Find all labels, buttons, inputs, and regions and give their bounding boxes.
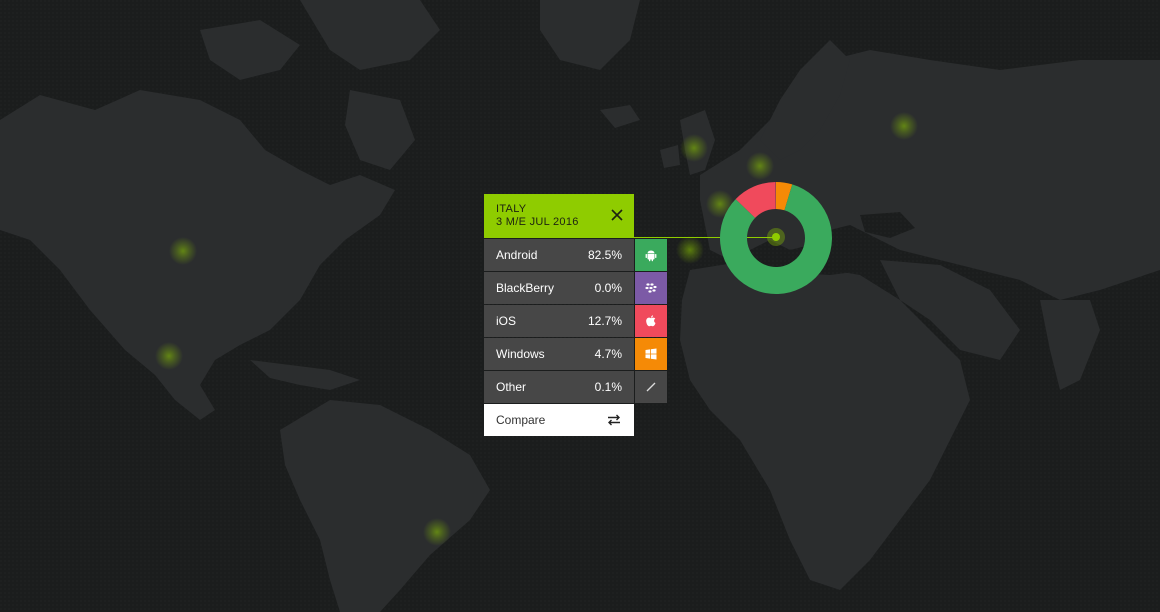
donut-slice-windows [776,182,793,211]
platform-list: Android 82.5% BlackBerry 0.0% [484,239,667,403]
hotspot-spain[interactable] [676,236,704,264]
donut-slice-android [720,184,832,294]
hotspot-germany[interactable] [746,152,774,180]
platform-swatch-blackberry [635,272,667,304]
location-marker [772,233,780,241]
arctic-islands [200,20,300,80]
platform-share: 0.0% [594,281,622,295]
platform-row-ios[interactable]: iOS 12.7% [484,305,667,337]
middle-east [880,260,1020,360]
swap-arrows-icon [608,414,620,426]
platform-row-blackberry[interactable]: BlackBerry 0.0% [484,272,667,304]
callout-connector-line [634,237,776,238]
platform-share: 82.5% [587,248,622,262]
android-icon [645,250,657,262]
scandinavia [760,40,850,160]
country-name: ITALY [496,203,527,215]
platform-name: Android [496,248,538,262]
platform-share: 12.7% [587,314,622,328]
hotspot-usa[interactable] [169,237,197,265]
platform-share: 0.1% [594,380,622,394]
south-america [280,400,490,612]
platform-name: Windows [496,347,545,361]
windows-icon [645,348,657,360]
platform-name: iOS [496,314,517,328]
platform-swatch-windows [635,338,667,370]
compare-label: Compare [496,413,546,427]
slash-icon [646,382,656,392]
platform-share: 4.7% [594,347,622,361]
blackberry-icon [645,283,657,293]
africa [680,262,970,590]
panel-header: ITALY 3 M/E JUL 2016 [484,194,634,238]
caribbean [250,360,360,390]
hotspots[interactable] [155,112,918,546]
north-america [0,90,395,420]
hotspot-uk[interactable] [680,134,708,162]
hotspot-mexico[interactable] [155,342,183,370]
donut-slice-ios [735,182,776,218]
period-label: 3 M/E JUL 2016 [496,216,579,228]
close-icon[interactable] [610,208,624,222]
hotspot-russia[interactable] [890,112,918,140]
platform-row-android[interactable]: Android 82.5% [484,239,667,271]
platform-swatch-other [635,371,667,403]
donut-chart [720,182,832,294]
platform-name: Other [496,380,527,394]
market-share-donut [718,180,834,296]
platform-swatch-android [635,239,667,271]
platform-name: BlackBerry [496,281,555,295]
hotspot-brazil[interactable] [423,518,451,546]
country-info-panel: ITALY 3 M/E JUL 2016 Android 82.5% [484,194,667,436]
greenland [540,0,640,70]
platform-row-windows[interactable]: Windows 4.7% [484,338,667,370]
platform-swatch-ios [635,305,667,337]
platform-row-other[interactable]: Other 0.1% [484,371,667,403]
apple-icon [646,315,656,327]
compare-button[interactable]: Compare [484,404,634,436]
